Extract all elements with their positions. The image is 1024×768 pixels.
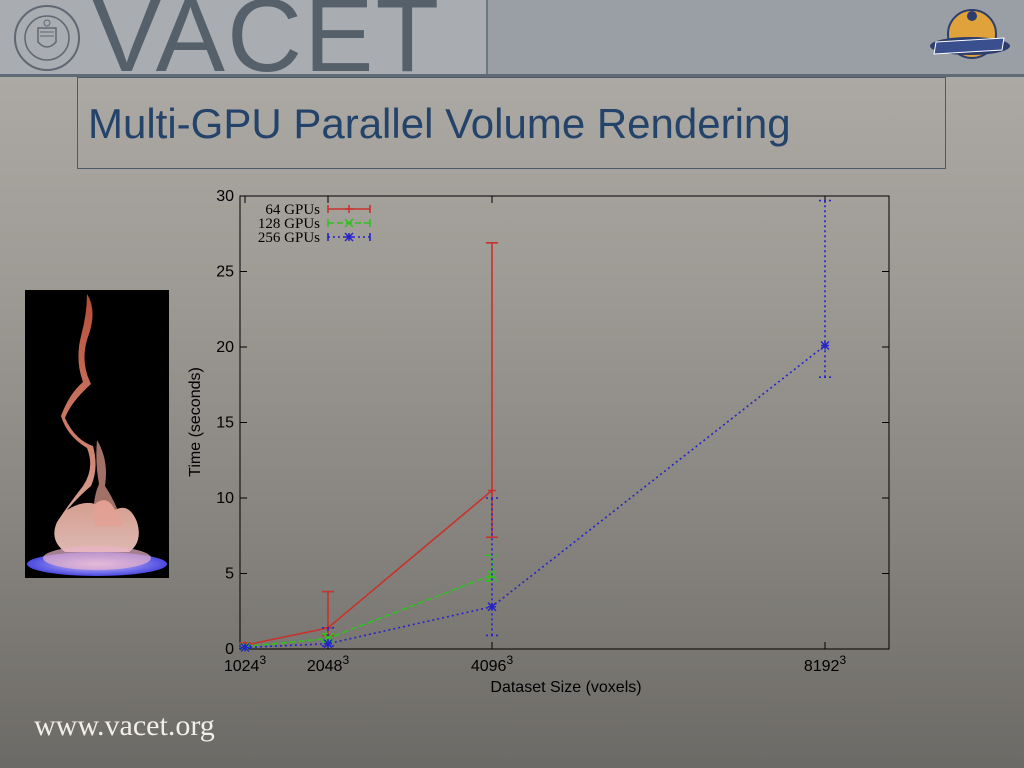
series-128-gpus	[239, 554, 498, 652]
x-axis-label: Dataset Size (voxels)	[490, 679, 641, 696]
x-tick-label: 81923	[804, 653, 847, 675]
legend-cap-256-gpus	[327, 233, 371, 241]
data-point-256-gpus	[487, 602, 497, 612]
legend-marker-128-gpus	[344, 218, 354, 228]
footer-url: www.vacet.org	[34, 709, 215, 742]
series-line-256-gpus	[244, 344, 826, 649]
data-point-256-gpus	[240, 642, 250, 653]
legend-label-64-gpus: 64 GPUs	[265, 202, 320, 218]
slide-title: Multi-GPU Parallel Volume Rendering	[88, 100, 791, 147]
vacet-logo: VACET	[0, 0, 488, 76]
x-tick-label: 20483	[307, 653, 350, 675]
y-tick-label: 20	[216, 339, 234, 356]
legend-marker-256-gpus	[344, 232, 354, 242]
legend-marker-64-gpus	[345, 205, 353, 213]
flame-volume-image	[25, 290, 169, 578]
header-bar: VACET	[0, 0, 1024, 77]
y-tick-label: 0	[225, 641, 234, 658]
chart: 0 5 10 15 20 25 30 10243 20483 40963 81923 Time (…	[187, 188, 890, 696]
series-64-gpus	[239, 242, 498, 650]
y-tick-label: 30	[216, 188, 234, 205]
ascr-logo-icon	[930, 9, 1010, 59]
error-bar-256-gpus	[486, 497, 498, 637]
doe-seal-icon	[14, 5, 80, 71]
data-point-256-gpus	[323, 639, 333, 649]
x-tick-label: 40963	[471, 653, 514, 675]
series-256-gpus	[239, 199, 831, 653]
legend-label-128-gpus: 128 GPUs	[258, 216, 320, 232]
legend-cap-64-gpus	[327, 205, 371, 213]
data-point-64-gpus	[488, 486, 496, 495]
series-line-128-gpus	[244, 574, 493, 648]
header-rule	[0, 74, 1024, 77]
legend-label-256-gpus: 256 GPUs	[258, 230, 320, 246]
data-point-256-gpus	[820, 340, 830, 351]
x-axis: 10243 20483 40963 81923	[224, 196, 847, 675]
error-bar-256-gpus	[819, 199, 831, 378]
y-tick-label: 10	[216, 490, 234, 507]
series-layer	[239, 199, 831, 653]
y-tick-label: 15	[216, 415, 234, 432]
plot-area	[239, 195, 890, 650]
y-axis: 0 5 10 15 20 25 30	[216, 188, 889, 658]
y-tick-label: 5	[225, 566, 234, 583]
title-frame: Multi-GPU Parallel Volume Rendering	[77, 77, 946, 169]
y-tick-label: 25	[216, 264, 234, 281]
brand-wordmark: VACET	[92, 0, 442, 76]
y-axis-label: Time (seconds)	[187, 367, 204, 477]
legend-cap-128-gpus	[327, 219, 371, 227]
x-tick-label: 10243	[224, 653, 267, 675]
